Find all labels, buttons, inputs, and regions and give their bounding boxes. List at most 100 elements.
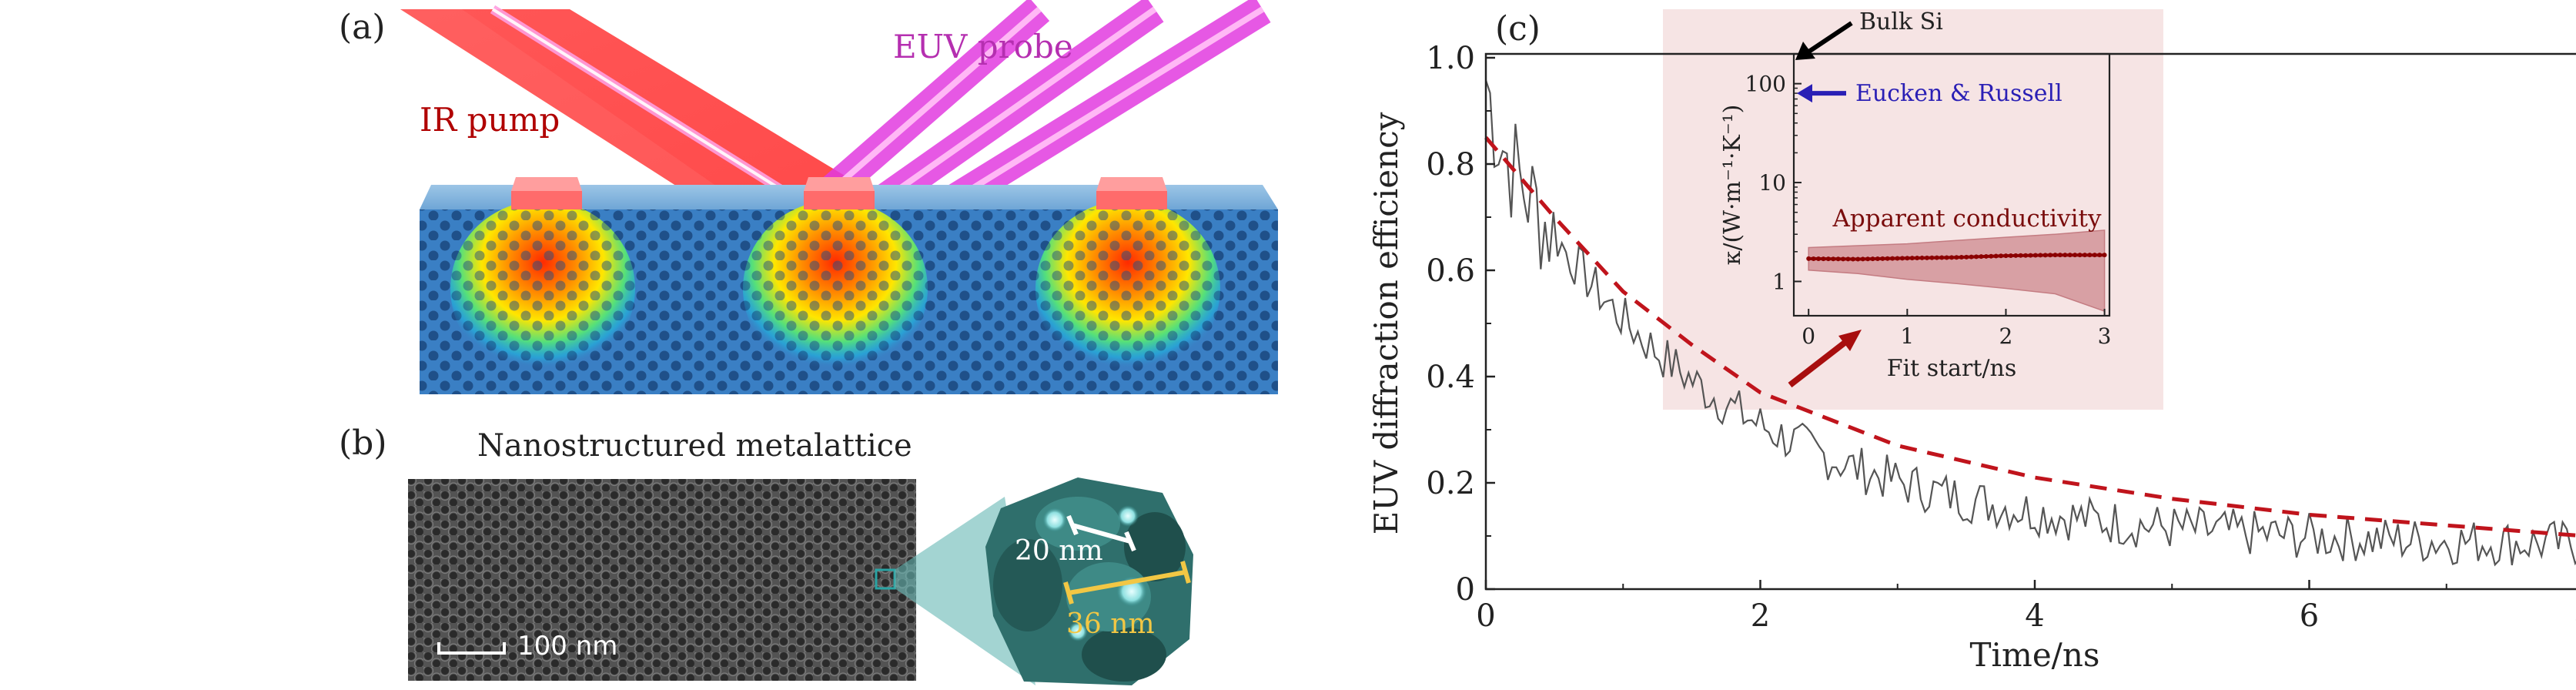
conductivity-point: [2097, 253, 2103, 258]
inset-y-tick-label: 10: [1758, 170, 1786, 196]
conductivity-point: [2003, 253, 2009, 259]
pore-20nm-marker: [1066, 514, 1136, 552]
conductivity-point: [2087, 253, 2093, 258]
euv-probe-beams: [805, 0, 1271, 218]
conductivity-point: [1924, 255, 1929, 260]
conductivity-point: [1939, 255, 1945, 260]
eucken-russell-arrow: [1797, 84, 1846, 103]
unit-cell-render: [985, 477, 1193, 685]
conductivity-point: [1885, 256, 1890, 261]
x-axis-label: Time/ns: [1970, 636, 2100, 674]
inset-y-tick-label: 1: [1772, 269, 1786, 294]
conductivity-point: [2042, 253, 2048, 258]
conductivity-point: [2102, 253, 2107, 258]
inset-x-tick-label: 3: [2098, 323, 2112, 349]
conductivity-point: [1880, 256, 1885, 261]
bulk-si-arrow: [1795, 21, 1853, 60]
conductivity-point: [1905, 256, 1910, 261]
conductivity-point: [2062, 253, 2068, 258]
conductivity-point: [2028, 253, 2033, 258]
y-tick-label: 0.6: [1426, 253, 1475, 289]
bulk-si-label: Bulk Si: [1859, 8, 1943, 35]
panel-c-label: (c): [1495, 9, 1541, 49]
eucken-russell-label: Eucken & Russell: [1855, 80, 2062, 107]
panel-a-label: (a): [339, 8, 386, 47]
conductivity-point: [1999, 253, 2004, 259]
conductivity-point: [1934, 255, 1939, 260]
conductivity-point: [1865, 256, 1871, 262]
conductivity-point: [1974, 254, 1979, 260]
conductivity-point: [1841, 256, 1846, 262]
conductivity-point: [1944, 255, 1949, 260]
y-tick-label: 0.8: [1426, 147, 1475, 183]
conductivity-point: [2082, 253, 2087, 258]
conductivity-point: [1831, 256, 1836, 262]
y-axis-label: EUV diffraction efficiency: [1367, 112, 1405, 534]
conductivity-point: [1811, 256, 1816, 261]
conductivity-point: [2008, 253, 2013, 258]
conductivity-point: [1816, 256, 1822, 262]
x-tick-label: 8: [2574, 598, 2576, 634]
decay-chart: (c) 0 2 4 6 8 0 0.2 0.4 0.6 0.8 1.0 Time/ns EUV diff…: [1367, 8, 2576, 674]
conductivity-point: [1983, 253, 1989, 259]
conductivity-point: [1806, 256, 1812, 261]
fit-curve: [1484, 136, 2576, 538]
inset-pointer-arrow: [1788, 330, 1862, 388]
pore-36nm-marker: [1063, 561, 1191, 605]
inset-y-tick-label: 100: [1745, 72, 1786, 97]
conductivity-point: [1899, 256, 1905, 261]
scale-bar-label: 100 nm: [517, 631, 617, 662]
x-tick-label: 2: [1751, 598, 1770, 634]
conductivity-point: [1964, 254, 1969, 260]
conductivity-point: [1821, 256, 1826, 262]
inset-frame: [1792, 52, 2111, 317]
x-tick-label: 0: [1476, 598, 1495, 634]
y-tick-label: 0.2: [1426, 466, 1475, 501]
conductivity-point: [1969, 254, 1974, 260]
conductivity-point: [2052, 253, 2058, 258]
y-tick-label: 0.4: [1426, 360, 1475, 395]
conductivity-point: [1949, 255, 1954, 260]
panel-a-illustration: IR pump EUV probe: [400, 0, 1278, 394]
panel-b-illustration: 100 nm 20 nm 36 nm: [408, 477, 1193, 685]
transducer-pads: [511, 177, 1167, 209]
conductivity-point: [1919, 255, 1925, 260]
euv-probe-label: EUV probe: [893, 28, 1073, 65]
conductivity-point: [1993, 253, 1999, 259]
conductivity-point: [1855, 256, 1861, 262]
conductivity-point: [2067, 253, 2073, 258]
conductivity-point: [1954, 255, 1959, 260]
conductivity-point: [2023, 253, 2029, 258]
conductivity-point: [1850, 256, 1855, 262]
y-tick-label: 0: [1456, 572, 1475, 608]
conductivity-point: [1909, 256, 1915, 261]
pore-36nm-label: 36 nm: [1066, 608, 1155, 640]
conductivity-point: [2018, 253, 2023, 258]
conductivity-point: [1915, 256, 1920, 261]
conductivity-point: [1895, 256, 1900, 261]
inset-x-axis-label: Fit start/ns: [1887, 355, 2017, 382]
panel-b-label: (b): [339, 424, 387, 463]
conductivity-point: [1845, 256, 1851, 262]
conductivity-point: [1929, 255, 1935, 260]
data-trace: [1484, 79, 2576, 567]
sem-image: [408, 479, 916, 681]
conductivity-point: [1989, 253, 1994, 259]
conductivity-point: [2038, 253, 2043, 258]
conductivity-point: [1890, 256, 1895, 261]
conductivity-point: [1875, 256, 1880, 262]
conductivity-point: [1860, 256, 1865, 262]
ir-pump-label: IR pump: [420, 101, 560, 139]
x-tick-label: 4: [2025, 598, 2044, 634]
conductivity-point: [2073, 253, 2078, 258]
conductivity-point: [2032, 253, 2038, 258]
conductivity-point: [1959, 255, 1964, 260]
conductivity-point: [2092, 253, 2097, 258]
conductivity-point: [2013, 253, 2019, 258]
inset-background: [1663, 9, 2163, 410]
scale-bar: [437, 642, 506, 655]
inset-x-tick-label: 2: [1999, 323, 2013, 349]
x-tick-label: 6: [2300, 598, 2319, 634]
conductivity-point: [1870, 256, 1875, 262]
metalattice-title: Nanostructured metalattice: [477, 428, 912, 464]
